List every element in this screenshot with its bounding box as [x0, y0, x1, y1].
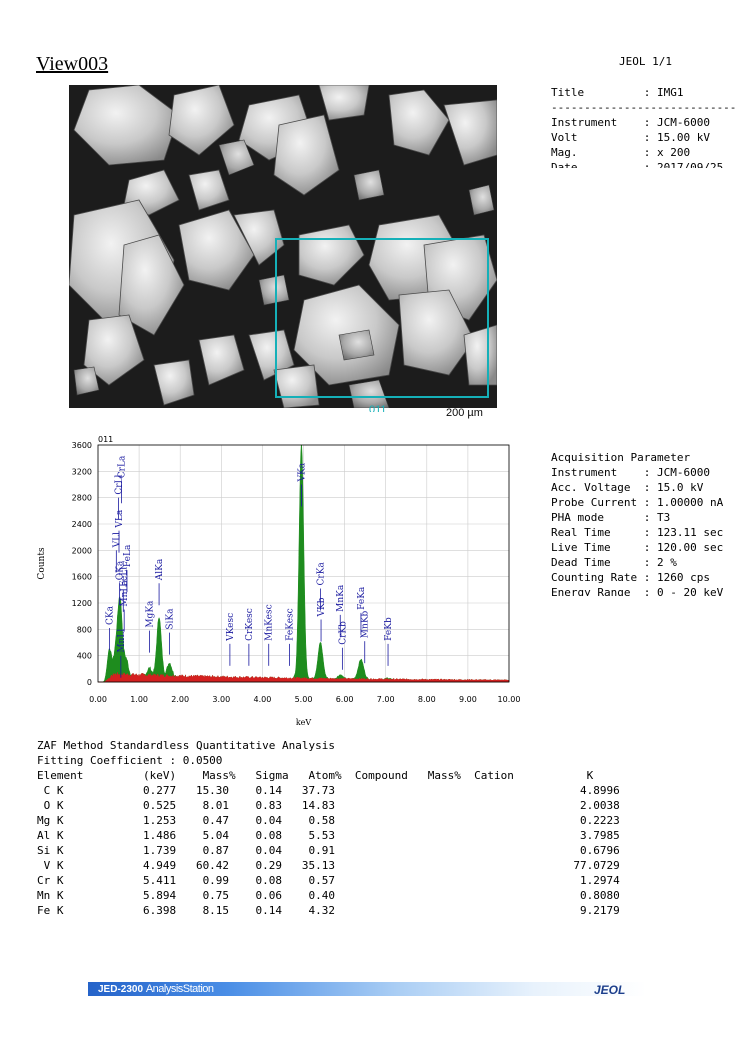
marker-label: OKa — [116, 560, 126, 580]
acquisition-row: Probe Current : 1.00000 nA — [551, 496, 724, 509]
footer-station: AnalysisStation — [145, 983, 214, 995]
y-tick-label: 2000 — [72, 546, 92, 555]
y-tick-label: 2800 — [72, 494, 92, 503]
marker-label: VLl — [112, 532, 122, 548]
x-tick-label: 4.00 — [253, 695, 271, 704]
marker-label: CrKa — [316, 562, 326, 586]
x-tick-label: 0.00 — [89, 695, 107, 704]
acquisition-row: PHA mode : T3 — [551, 511, 671, 524]
marker-label: FeKesc — [285, 608, 295, 641]
marker-label: VKa — [297, 462, 307, 482]
acquisition-row: Energy Range : 0 - 20 keV — [551, 586, 724, 596]
acquisition-heading: Acquisition Parameter — [551, 451, 691, 464]
zaf-row: Cr K 5.411 0.99 0.08 0.57 1.2974 — [37, 874, 620, 887]
zaf-analysis-table: ZAF Method Standardless Quantitative Ana… — [37, 738, 620, 918]
spectrum-background — [98, 672, 510, 683]
zaf-row: Mg K 1.253 0.47 0.04 0.58 0.2223 — [37, 814, 620, 827]
marker-label: CrLl — [115, 475, 125, 495]
marker-label: FeKb — [384, 617, 394, 641]
x-axis-label: keV — [296, 718, 312, 727]
y-axis-label: Counts — [37, 547, 47, 580]
x-tick-label: 6.00 — [336, 695, 354, 704]
marker-label: FeLa — [123, 544, 133, 567]
marker-label: MgKa — [145, 600, 155, 628]
marker-label: MnLa — [120, 580, 130, 607]
image-info-row: Volt : 15.00 kV — [551, 131, 710, 144]
y-tick-label: 2400 — [72, 520, 92, 529]
x-tick-label: 10.00 — [498, 695, 521, 704]
x-tick-label: 2.00 — [171, 695, 189, 704]
image-info-row: Date : 2017/09/25 — [551, 161, 724, 168]
footer-product: JED-2300 AnalysisStation — [98, 983, 214, 995]
plot-frame — [97, 444, 510, 683]
image-info-table: Title : IMG1 ----------------------------… — [551, 85, 738, 168]
acquisition-row: Counting Rate : 1260 cps — [551, 571, 710, 584]
roi-box — [275, 238, 489, 398]
x-tick-label: 5.00 — [295, 695, 313, 704]
footer-product-code: JED-2300 — [98, 984, 144, 995]
x-tick-label: 9.00 — [459, 695, 477, 704]
marker-label: CKa — [105, 605, 115, 625]
marker-label: MnLl — [117, 629, 127, 653]
x-tick-label: 1.00 — [130, 695, 148, 704]
y-tick-label: 1600 — [72, 573, 92, 582]
y-tick-label: 400 — [77, 652, 92, 661]
acquisition-row: Acc. Voltage : 15.0 kV — [551, 481, 704, 494]
marker-label: MnKesc — [265, 604, 275, 640]
marker-label: MnKb — [361, 610, 371, 638]
marker-label: CrLa — [118, 455, 128, 478]
roi-label: 011 — [369, 404, 387, 412]
y-tick-label: 0 — [87, 678, 92, 687]
x-tick-label: 8.00 — [418, 695, 436, 704]
marker-label: AlKa — [155, 558, 165, 581]
y-tick-label: 3600 — [72, 441, 92, 450]
marker-label: VKb — [317, 597, 327, 617]
chart-title: 011 — [98, 435, 113, 444]
marker-label: CrKesc — [245, 608, 255, 641]
footer-bar — [88, 982, 646, 996]
sem-image — [69, 85, 497, 408]
acquisition-row: Real Time : 123.11 sec — [551, 526, 724, 539]
y-tick-label: 800 — [77, 625, 92, 634]
jeol-logo: JEOL — [594, 983, 626, 997]
zaf-row: Mn K 5.894 0.75 0.06 0.40 0.8080 — [37, 889, 620, 902]
y-tick-label: 3200 — [72, 467, 92, 476]
zaf-row: Si K 1.739 0.87 0.04 0.91 0.6796 — [37, 844, 620, 857]
marker-label: VKesc — [226, 613, 236, 642]
marker-label: MnKa — [336, 584, 346, 612]
zaf-row: Fe K 6.398 8.15 0.14 4.32 9.2179 — [37, 904, 620, 917]
image-info-row: Title : IMG1 — [551, 86, 684, 99]
acquisition-parameters: Acquisition Parameter Instrument : JCM-60… — [551, 450, 738, 596]
image-info-row: Mag. : x 200 — [551, 146, 691, 159]
zaf-title: ZAF Method Standardless Quantitative Ana… — [37, 739, 336, 752]
scale-bar-label: 200 µm — [446, 407, 483, 419]
eds-spectrum-chart: 0 400 800 1200 1600 2000 2400 2800 3200 3600 0.00 1… — [37, 435, 521, 727]
sem-micrograph — [69, 85, 497, 408]
marker-label: VLa — [115, 509, 125, 528]
marker-label: CrKb — [338, 621, 348, 645]
x-tick-label: 3.00 — [212, 695, 230, 704]
acquisition-row: Instrument : JCM-6000 — [551, 466, 710, 479]
view-title: View003 — [36, 53, 109, 75]
zaf-row: V K 4.949 60.42 0.29 35.13 77.0729 — [37, 859, 620, 872]
y-tick-label: 1200 — [72, 599, 92, 608]
acquisition-row: Dead Time : 2 % — [551, 556, 677, 569]
zaf-row: O K 0.525 8.01 0.83 14.83 2.0038 — [37, 799, 620, 812]
page-indicator: JEOL 1/1 — [619, 55, 672, 68]
marker-label: FeKa — [357, 586, 367, 610]
zaf-fitting: Fitting Coefficient : 0.0500 — [37, 754, 223, 767]
zaf-row: Al K 1.486 5.04 0.08 5.53 3.7985 — [37, 829, 620, 842]
zaf-row: C K 0.277 15.30 0.14 37.73 4.8996 — [37, 784, 620, 797]
marker-label: FeLl — [119, 567, 129, 587]
x-tick-label: 7.00 — [377, 695, 395, 704]
image-info-row: Instrument : JCM-6000 — [551, 116, 710, 129]
marker-label: SiKa — [165, 608, 175, 630]
zaf-header-row: Element (keV) Mass% Sigma Atom% Compound… — [37, 769, 594, 782]
acquisition-row: Live Time : 120.00 sec — [551, 541, 724, 554]
image-info-separator: ---------------------------- — [551, 101, 737, 114]
